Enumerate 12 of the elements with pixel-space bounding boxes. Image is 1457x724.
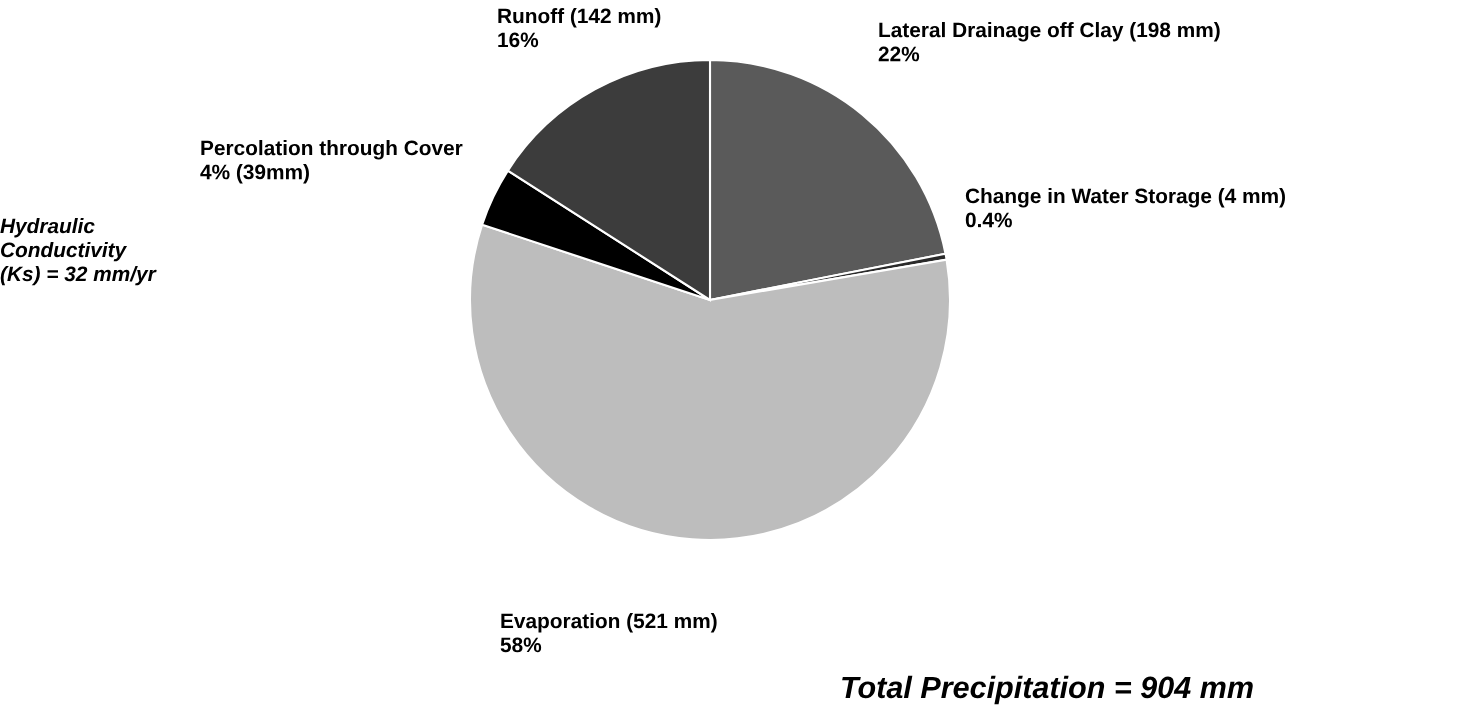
slice-label: Lateral Drainage off Clay (198 mm)	[879, 22, 1220, 42]
data-label: 4% (39mm)	[200, 164, 309, 184]
slice-label: Percolation through Cover	[201, 140, 463, 160]
slice-label: Runoff (142 mm)	[498, 8, 661, 28]
slice-label: Change in Water Storage (4 mm)	[965, 188, 1285, 208]
data-label: 22%	[878, 46, 920, 62]
data-label: 16%	[498, 32, 539, 48]
slice-label: Evaporation (521 mm)	[501, 613, 717, 633]
text: Hydraulic Conductivity (Ks) = 32 mm/yr	[0, 218, 157, 286]
text: Total Precipitation = 904 mm	[842, 675, 1253, 705]
data-label: 58%	[500, 637, 542, 653]
data-label: 0.4%	[965, 212, 1012, 228]
